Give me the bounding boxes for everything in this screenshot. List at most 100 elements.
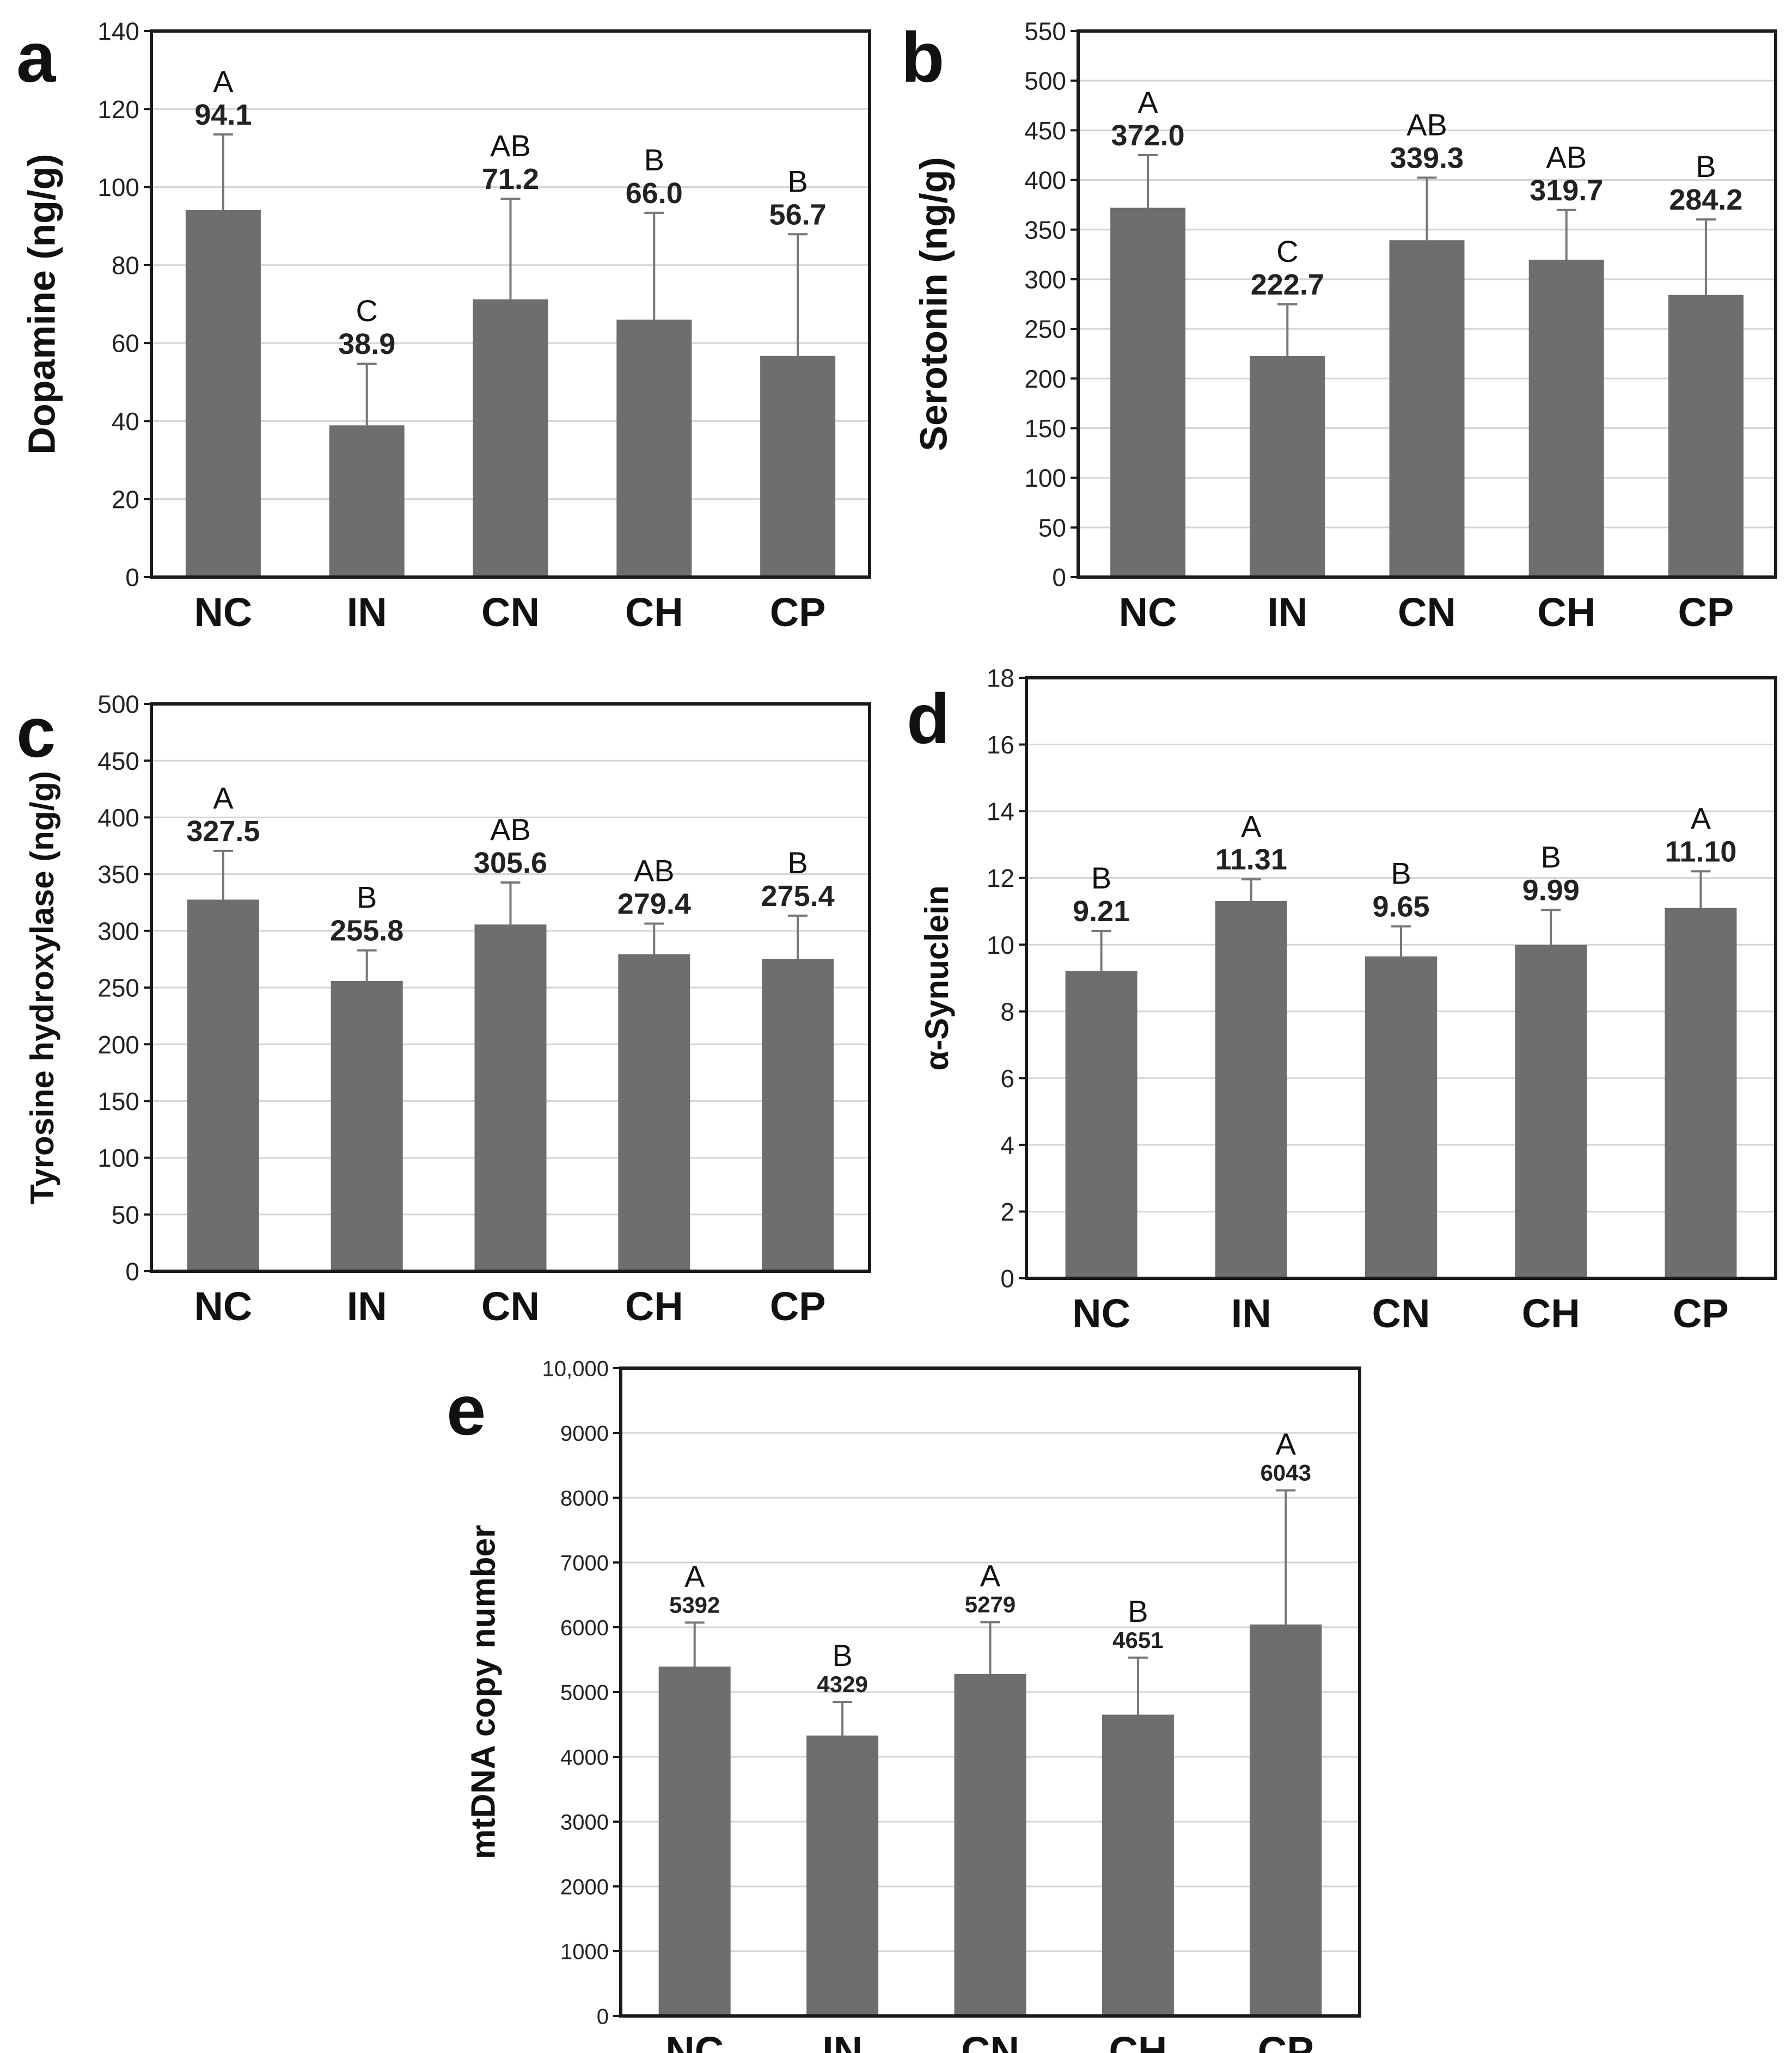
- data-label: 66.0: [626, 177, 683, 210]
- data-label: 279.4: [617, 887, 691, 920]
- y-tick-label: 3000: [560, 1810, 609, 1834]
- data-label: 5279: [965, 1592, 1016, 1617]
- y-tick-label: 250: [97, 974, 139, 1002]
- bar: [1665, 908, 1737, 1278]
- significance-letter: B: [1391, 856, 1411, 891]
- plot-frame: [150, 29, 871, 579]
- bar: [1668, 295, 1744, 577]
- panel-letter: d: [907, 679, 950, 758]
- significance-letter: A: [213, 781, 234, 815]
- y-tick-label: 300: [1024, 265, 1066, 293]
- significance-letter: AB: [634, 853, 675, 887]
- plot-frame: [1077, 29, 1777, 579]
- panel-letter: a: [16, 17, 57, 97]
- bar: [1102, 1714, 1174, 2016]
- bar: [1515, 945, 1587, 1278]
- data-label: 94.1: [194, 99, 252, 131]
- y-tick-label: 6000: [560, 1616, 609, 1640]
- bar: [618, 954, 690, 1271]
- significance-letter: A: [980, 1559, 1001, 1593]
- significance-letter: B: [1541, 839, 1561, 874]
- significance-letter: A: [1691, 801, 1711, 835]
- data-label: 327.5: [186, 815, 260, 848]
- y-tick-label: 550: [1024, 17, 1066, 46]
- x-tick-label: CN: [1372, 1291, 1430, 1336]
- bar: [954, 1674, 1026, 2016]
- x-tick-label: CH: [1522, 1291, 1580, 1336]
- data-label: 6043: [1261, 1460, 1311, 1486]
- data-label: 4329: [817, 1671, 867, 1697]
- y-tick-label: 10: [987, 931, 1014, 959]
- bar: [1528, 259, 1604, 577]
- significance-letter: AB: [1406, 107, 1447, 142]
- bar: [616, 320, 692, 577]
- y-tick-label: 8: [1000, 997, 1014, 1026]
- y-tick-label: 100: [97, 1144, 139, 1172]
- y-tick-label: 9000: [560, 1421, 609, 1445]
- y-tick-label: 4000: [560, 1745, 609, 1769]
- x-tick-label: CH: [625, 1284, 683, 1329]
- y-axis-title: Dopamine (ng/g): [20, 154, 63, 454]
- data-label: 71.2: [482, 163, 539, 195]
- data-label: 275.4: [761, 880, 835, 912]
- y-tick-label: 0: [125, 563, 139, 592]
- y-tick-label: 500: [1024, 67, 1066, 95]
- y-tick-label: 0: [597, 2005, 609, 2029]
- y-tick-label: 4: [1000, 1131, 1014, 1159]
- panel-a: 94.1ANC38.9CIN71.2ABCN66.0BCH56.7BCP0204…: [16, 17, 871, 635]
- y-tick-label: 350: [1024, 216, 1066, 244]
- data-label: 56.7: [769, 198, 827, 231]
- significance-letter: B: [644, 143, 664, 177]
- y-tick-label: 18: [987, 664, 1014, 692]
- significance-letter: A: [213, 64, 234, 99]
- panel-d: 9.21BNC11.31AIN9.65BCN9.99BCH11.10ACP024…: [907, 664, 1777, 1336]
- y-tick-label: 120: [97, 95, 139, 124]
- y-tick-label: 1000: [560, 1940, 609, 1964]
- x-tick-label: CP: [1678, 590, 1734, 635]
- bar: [1389, 240, 1465, 577]
- data-label: 222.7: [1251, 268, 1324, 301]
- y-tick-label: 500: [97, 690, 139, 719]
- y-tick-label: 40: [112, 407, 139, 436]
- panel-c: 327.5ANC255.8BIN305.6ABCN279.4ABCH275.4B…: [16, 690, 871, 1329]
- significance-letter: B: [1696, 149, 1716, 183]
- data-label: 38.9: [338, 328, 395, 360]
- y-tick-label: 2: [1000, 1198, 1014, 1226]
- y-tick-label: 200: [1024, 365, 1066, 393]
- y-tick-label: 14: [987, 798, 1014, 826]
- data-label: 319.7: [1530, 174, 1603, 207]
- panel-b: 372.0ANC222.7CIN339.3ABCN319.7ABCH284.2B…: [901, 17, 1777, 635]
- data-label: 9.65: [1372, 891, 1429, 923]
- y-tick-label: 400: [1024, 166, 1066, 194]
- significance-letter: A: [1137, 85, 1158, 119]
- bar: [331, 980, 403, 1271]
- x-tick-label: IN: [347, 1284, 387, 1329]
- bar: [658, 1666, 731, 2016]
- y-tick-label: 400: [97, 804, 139, 832]
- y-tick-label: 0: [125, 1258, 139, 1286]
- x-tick-label: IN: [347, 590, 387, 635]
- x-tick-label: CP: [770, 1284, 826, 1329]
- x-tick-label: NC: [665, 2029, 724, 2053]
- bar: [1250, 1624, 1322, 2016]
- x-tick-label: CP: [770, 590, 826, 635]
- panel-e: 5392ANC4329BIN5279ACN4651BCH6043ACP01000…: [447, 1357, 1361, 2053]
- y-tick-label: 7000: [560, 1551, 609, 1575]
- significance-letter: A: [1276, 1427, 1296, 1461]
- y-tick-label: 0: [1000, 1265, 1014, 1293]
- data-label: 5392: [669, 1592, 720, 1617]
- plot-frame: [1025, 676, 1777, 1280]
- significance-letter: AB: [490, 128, 531, 163]
- x-tick-label: NC: [1072, 1291, 1130, 1336]
- x-tick-label: NC: [194, 1284, 252, 1329]
- data-label: 9.21: [1073, 895, 1130, 928]
- y-tick-label: 12: [987, 864, 1014, 892]
- x-tick-label: IN: [1267, 590, 1307, 635]
- bar: [1365, 956, 1437, 1278]
- data-label: 284.2: [1669, 183, 1742, 216]
- y-tick-label: 450: [1024, 117, 1066, 145]
- x-tick-label: CH: [1109, 2029, 1167, 2053]
- x-tick-label: CP: [1673, 1291, 1729, 1336]
